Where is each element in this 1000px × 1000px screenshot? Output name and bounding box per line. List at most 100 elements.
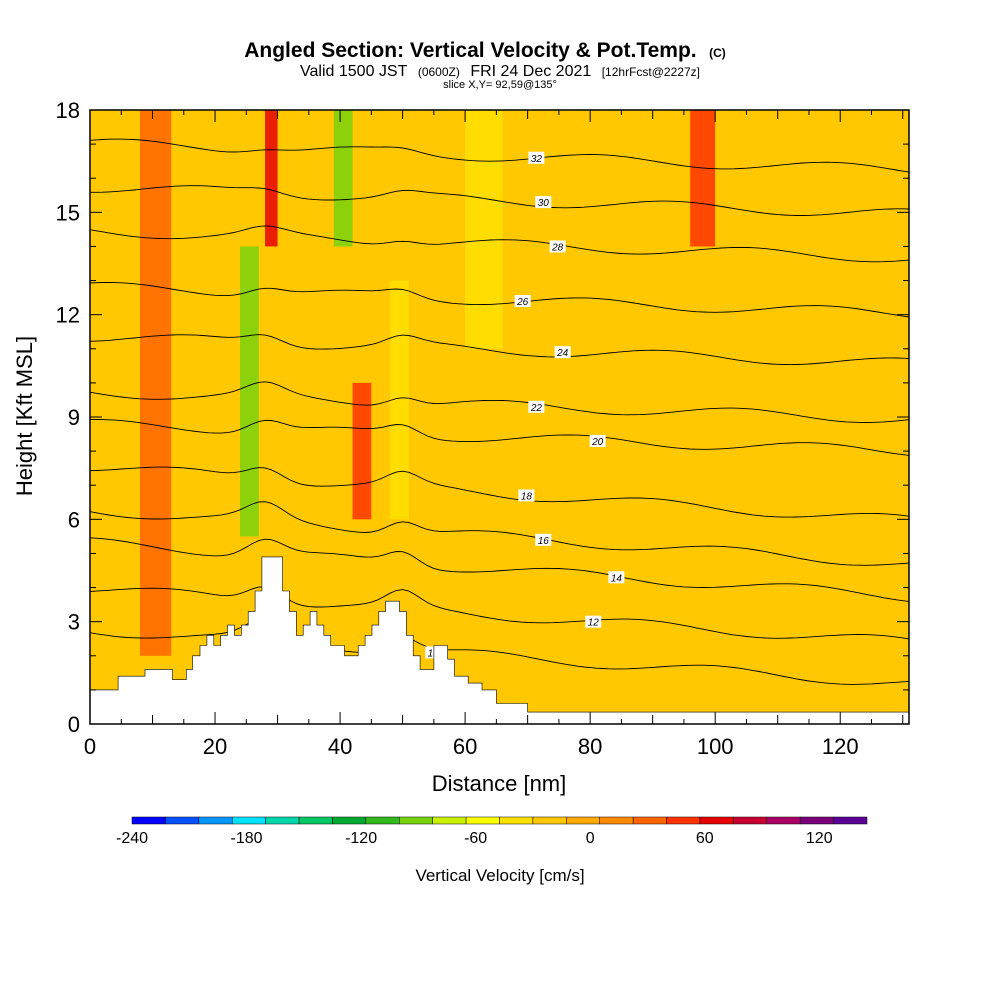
colorbar-segment	[265, 816, 300, 825]
colorbar-segment	[766, 816, 801, 825]
isentrope-line	[89, 537, 910, 602]
isentrope-label: 26	[516, 297, 529, 308]
colorbar-segment	[365, 816, 400, 825]
isentrope-label-box	[518, 489, 535, 502]
y-axis: 0 3 6 9 12 15 18	[56, 98, 909, 737]
isentrope-label: 30	[538, 198, 550, 209]
isentrope-contours: 10 12 14 16 18 20 22 24 26 28 30 32	[89, 138, 910, 685]
isentrope-label: 24	[556, 348, 569, 359]
colorbar-segment	[332, 816, 367, 825]
subtitle-zulu: (0600Z)	[418, 65, 460, 79]
x-tick-label: 120	[822, 734, 859, 759]
colorbar-segment	[231, 816, 266, 825]
slice-info: slice X,Y= 92,59@135°	[443, 79, 557, 91]
y-tick-label: 3	[68, 610, 80, 635]
colorbar-segment	[432, 816, 467, 825]
terrain-outline	[90, 556, 909, 713]
subtitle-date: FRI 24 Dec 2021	[470, 63, 591, 80]
isentrope-label: 28	[551, 242, 564, 253]
y-tick-label: 15	[56, 200, 80, 225]
x-tick-label: 40	[328, 734, 352, 759]
isentrope-label-box	[535, 196, 552, 209]
velocity-region	[265, 110, 278, 247]
colorbar-segment	[298, 816, 333, 825]
terrain-mask	[90, 556, 909, 724]
isentrope-label-box	[585, 615, 602, 628]
chart-title: Angled Section: Vertical Velocity & Pot.…	[244, 39, 696, 62]
isentrope-label: 32	[531, 154, 543, 165]
isentrope-line	[89, 501, 910, 566]
y-tick-label: 18	[56, 98, 80, 123]
isentrope-label-box	[528, 151, 545, 164]
velocity-field	[90, 110, 909, 724]
colorbar-segment	[599, 816, 634, 825]
colorbar-tick-label: 0	[586, 830, 595, 847]
isentrope-label: 20	[591, 437, 604, 448]
isentrope-line	[89, 586, 910, 640]
y-axis-label: Height [Kft MSL]	[12, 336, 37, 496]
svg-text:Valid 1500 JST (0600Z): Valid 1500 JST (0600Z) FRI 24 Dec 2021 […	[300, 63, 700, 80]
colorbar-tick-label: 120	[806, 830, 833, 847]
isentrope-line	[89, 618, 910, 685]
colorbar-segment	[799, 816, 834, 825]
colorbar-segment	[733, 816, 768, 825]
x-axis: 0 20 40 60 80 100 120	[84, 110, 904, 759]
colorbar-segment	[499, 816, 534, 825]
colorbar-tick-label: -180	[231, 830, 263, 847]
isentrope-label-box	[528, 400, 545, 413]
y-tick-label: 6	[68, 507, 80, 532]
velocity-region	[352, 382, 372, 520]
x-tick-label: 60	[453, 734, 477, 759]
x-tick-label: 20	[203, 734, 227, 759]
x-tick-label: 0	[84, 734, 96, 759]
isentrope-label-box	[514, 295, 531, 308]
colorbar-tick-label: -60	[464, 830, 487, 847]
velocity-region	[390, 280, 409, 520]
colorbar-segment	[532, 816, 567, 825]
velocity-region	[240, 246, 259, 537]
colorbar: -240 -180 -120 -60 0 60 120	[116, 816, 868, 847]
subtitle-time: Valid 1500 JST	[300, 63, 408, 80]
colorbar-tick-label: -240	[116, 830, 148, 847]
isentrope-line	[89, 225, 910, 263]
velocity-region	[690, 110, 716, 247]
velocity-region	[140, 110, 172, 656]
isentrope-label: 18	[521, 491, 533, 502]
colorbar-segment	[465, 816, 500, 825]
isentrope-label: 22	[530, 403, 543, 414]
isentrope-line	[89, 282, 910, 318]
velocity-region	[465, 110, 503, 349]
colorbar-tick-label: 60	[696, 830, 714, 847]
x-tick-label: 100	[697, 734, 734, 759]
isentrope-label: 10	[428, 648, 440, 659]
colorbar-segment	[833, 816, 868, 825]
isentrope-line	[89, 334, 910, 366]
colorbar-segment	[131, 816, 166, 825]
colorbar-tick-label: -120	[345, 830, 377, 847]
y-tick-label: 9	[68, 405, 80, 430]
isentrope-label-box	[589, 434, 606, 447]
colorbar-segment	[666, 816, 701, 825]
isentrope-line	[89, 419, 910, 456]
x-tick-label: 80	[578, 734, 602, 759]
isentrope-line	[89, 138, 910, 173]
colorbar-segment	[198, 816, 233, 825]
isentrope-label-box	[554, 346, 571, 359]
colorbar-title: Vertical Velocity [cm/s]	[415, 866, 584, 885]
isentrope-label: 14	[611, 573, 623, 584]
isentrope-label: 16	[538, 536, 550, 547]
isentrope-label-box	[549, 240, 566, 253]
subtitle-forecast: [12hrFcst@2227z]	[602, 65, 700, 79]
isentrope-label-box	[608, 571, 625, 584]
svg-text:Angled Section: Vertical Veloc: Angled Section: Vertical Velocity & Pot.…	[244, 39, 726, 62]
colorbar-segment	[632, 816, 667, 825]
velocity-region	[333, 110, 353, 247]
colorbar-segment	[699, 816, 734, 825]
colorbar-segment	[566, 816, 600, 825]
title-unit: (C)	[709, 46, 726, 60]
isentrope-line	[90, 185, 910, 216]
colorbar-segment	[399, 816, 433, 825]
x-axis-label: Distance [nm]	[432, 771, 567, 796]
colorbar-segment	[165, 816, 200, 825]
